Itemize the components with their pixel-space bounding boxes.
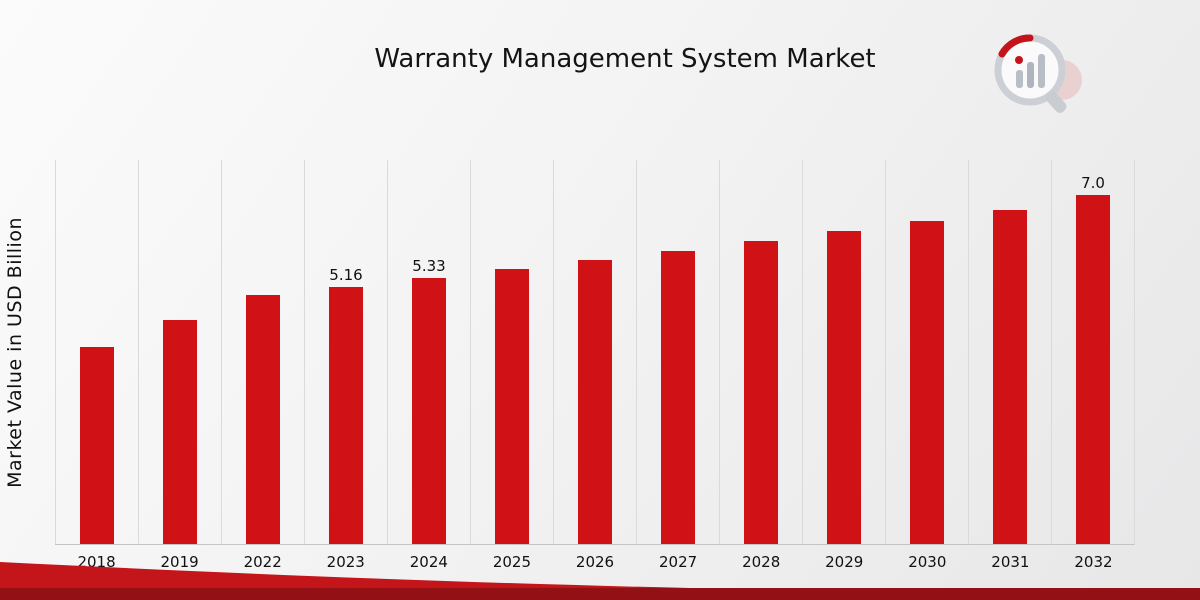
grid-slot-2018 xyxy=(55,160,138,544)
logo-red-dot xyxy=(1015,56,1023,64)
bar-2031 xyxy=(993,210,1027,544)
logo-bar-1 xyxy=(1016,70,1023,88)
x-tick-2022: 2022 xyxy=(243,553,282,571)
x-tick-2023: 2023 xyxy=(326,553,365,571)
grid-slot-2032: 7.0 xyxy=(1051,160,1134,544)
x-tick-2032: 2032 xyxy=(1074,553,1113,571)
bar-2027 xyxy=(661,250,695,544)
grid-slot-2024: 5.33 xyxy=(387,160,470,544)
bar-2019 xyxy=(163,319,197,544)
grid-slot-2027 xyxy=(636,160,719,544)
logo-bar-3 xyxy=(1038,54,1045,88)
bar-2028 xyxy=(744,241,778,544)
bar-2023: 5.16 xyxy=(329,266,363,544)
x-tick-2028: 2028 xyxy=(742,553,781,571)
magnifier-handle-icon xyxy=(1045,91,1067,113)
y-axis-label: Market Value in USD Billion xyxy=(4,217,26,488)
grid-slot-2019 xyxy=(138,160,221,544)
x-tick-2027: 2027 xyxy=(658,553,698,571)
x-tick-2024: 2024 xyxy=(409,553,448,571)
bar-2024: 5.33 xyxy=(412,257,446,544)
bar-2025 xyxy=(495,269,529,544)
bar-2032: 7.0 xyxy=(1076,174,1110,544)
ribbon-light-swoosh xyxy=(0,562,690,588)
chart-title: Warranty Management System Market xyxy=(374,44,876,74)
grid-slot-2025 xyxy=(470,160,553,544)
grid-slot-2028 xyxy=(719,160,802,544)
bar-value-label-2023: 5.16 xyxy=(329,265,363,284)
bar-2026 xyxy=(578,260,612,544)
bar-2029 xyxy=(827,231,861,544)
bar-2030 xyxy=(910,220,944,544)
grid-slot-2026 xyxy=(553,160,636,544)
grid-slot-2022 xyxy=(221,160,304,544)
x-tick-2025: 2025 xyxy=(492,553,532,571)
x-tick-2019: 2019 xyxy=(160,553,199,571)
grid-slot-2030 xyxy=(885,160,968,544)
brand-logo xyxy=(990,28,1090,118)
ribbon-dark-strip xyxy=(0,588,1200,600)
x-tick-2026: 2026 xyxy=(575,553,615,571)
x-tick-2030: 2030 xyxy=(908,553,947,571)
grid-slot-2031 xyxy=(968,160,1051,544)
bar-value-label-2032: 7.0 xyxy=(1081,173,1105,192)
x-tick-2031: 2031 xyxy=(991,553,1030,571)
logo-bar-2 xyxy=(1027,62,1034,88)
bar-2022 xyxy=(246,294,280,544)
bar-2018 xyxy=(80,347,114,544)
x-axis: 2018 2019 2022 2023 2024 2025 2026 2027 2028 2029… xyxy=(55,553,1135,571)
plot-area: 5.16 5.33 7.0 xyxy=(55,160,1135,545)
logo-red-arc xyxy=(998,34,1034,58)
grid-slot-2029 xyxy=(802,160,885,544)
chart-magnifier-logo-icon xyxy=(994,34,1082,113)
grid-slot-2023: 5.16 xyxy=(304,160,387,544)
bottom-ribbon xyxy=(0,562,1200,600)
x-tick-2029: 2029 xyxy=(825,553,864,571)
bar-value-label-2024: 5.33 xyxy=(412,257,446,276)
